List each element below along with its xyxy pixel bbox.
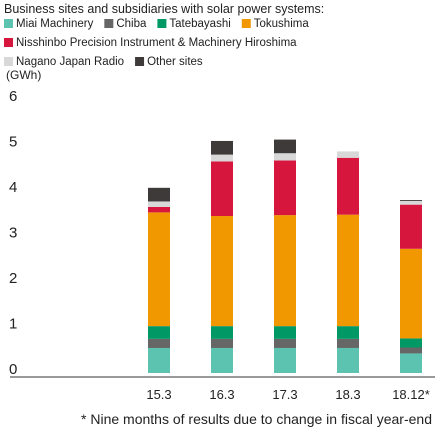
y-tick-label: 5 — [9, 134, 17, 151]
chart-title: Business sites and subsidiaries with sol… — [4, 2, 324, 16]
bar-segment — [337, 338, 359, 348]
bar-segment — [337, 326, 359, 339]
x-tick-label: 16.3 — [209, 387, 234, 402]
bar-segment — [148, 187, 170, 202]
bar-segment — [211, 338, 233, 348]
bar-segment — [400, 347, 422, 354]
legend: Miai Machinery Chiba Tatebayashi Tokushima N… — [4, 18, 309, 68]
y-tick-label: 2 — [9, 270, 17, 287]
bar-segment — [400, 353, 422, 373]
bar-segment — [400, 201, 422, 205]
x-tick-label: 18.3 — [335, 387, 360, 402]
y-tick-label: 4 — [9, 179, 17, 196]
x-axis-ticks: 15.3 16.3 17.3 18.3 18.12* — [146, 387, 429, 402]
legend-swatch — [241, 19, 251, 28]
bar-segment — [148, 206, 170, 213]
y-tick-label: 0 — [9, 361, 17, 378]
legend-item: Nagano Japan Radio — [4, 56, 124, 68]
bar-segment — [211, 326, 233, 339]
bar-stack — [400, 200, 422, 373]
bar-stack — [211, 140, 233, 373]
legend-swatch — [157, 19, 167, 28]
legend-item: Tokushima — [241, 18, 310, 30]
x-tick-label: 15.3 — [146, 387, 171, 402]
bar-segment — [400, 248, 422, 339]
bar-segment — [337, 157, 359, 215]
bar-stack — [274, 139, 296, 373]
footnote: * Nine months of results due to change i… — [81, 411, 432, 427]
bar-segment — [400, 200, 422, 202]
legend-swatch — [4, 38, 13, 47]
bar-segment — [148, 338, 170, 348]
legend-item: Miai Machinery — [4, 18, 94, 30]
bar-segment — [274, 347, 296, 373]
legend-label: Nagano Japan Radio — [16, 56, 124, 68]
bar-segment — [148, 347, 170, 373]
legend-item: Other sites — [135, 56, 203, 68]
legend-swatch — [104, 19, 114, 28]
bar-segment — [337, 347, 359, 373]
bar-stack — [337, 151, 359, 373]
legend-item: Chiba — [104, 18, 147, 30]
bar-segment — [400, 338, 422, 348]
y-axis-ticks: 0 1 2 3 4 5 6 — [9, 88, 17, 378]
bar-segment — [274, 326, 296, 339]
legend-label: Nisshinbo Precision Instrument & Machine… — [16, 37, 297, 49]
bar-segment — [274, 338, 296, 348]
bar-segment — [211, 161, 233, 217]
bars — [148, 139, 422, 373]
legend-label: Tatebayashi — [169, 18, 230, 30]
bar-segment — [337, 151, 359, 158]
bar-segment — [211, 347, 233, 373]
bar-segment — [148, 212, 170, 327]
bar-segment — [148, 326, 170, 339]
legend-swatch — [4, 19, 13, 28]
bar-segment — [211, 140, 233, 155]
legend-swatch — [135, 57, 145, 66]
y-tick-label: 1 — [9, 316, 17, 333]
bar-segment — [274, 153, 296, 161]
bar-segment — [337, 214, 359, 327]
legend-item: Nisshinbo Precision Instrument & Machine… — [4, 37, 297, 49]
y-tick-label: 3 — [9, 225, 17, 242]
x-tick-label: 17.3 — [272, 387, 297, 402]
y-tick-label: 6 — [9, 88, 17, 105]
bar-segment — [274, 139, 296, 154]
bar-segment — [148, 201, 170, 207]
bar-segment — [274, 160, 296, 216]
bar-segment — [274, 215, 296, 327]
bar-segment — [211, 216, 233, 327]
x-tick-label: 18.12* — [392, 387, 430, 402]
y-axis-label: (GWh) — [6, 68, 41, 82]
bar-segment — [211, 154, 233, 162]
bar-segment — [400, 204, 422, 249]
legend-label: Other sites — [147, 56, 203, 68]
legend-item: Tatebayashi — [157, 18, 231, 30]
bar-stack — [148, 187, 170, 373]
legend-swatch — [4, 57, 13, 66]
legend-label: Miai Machinery — [16, 18, 94, 30]
legend-label: Tokushima — [254, 18, 310, 30]
legend-label: Chiba — [116, 18, 147, 30]
